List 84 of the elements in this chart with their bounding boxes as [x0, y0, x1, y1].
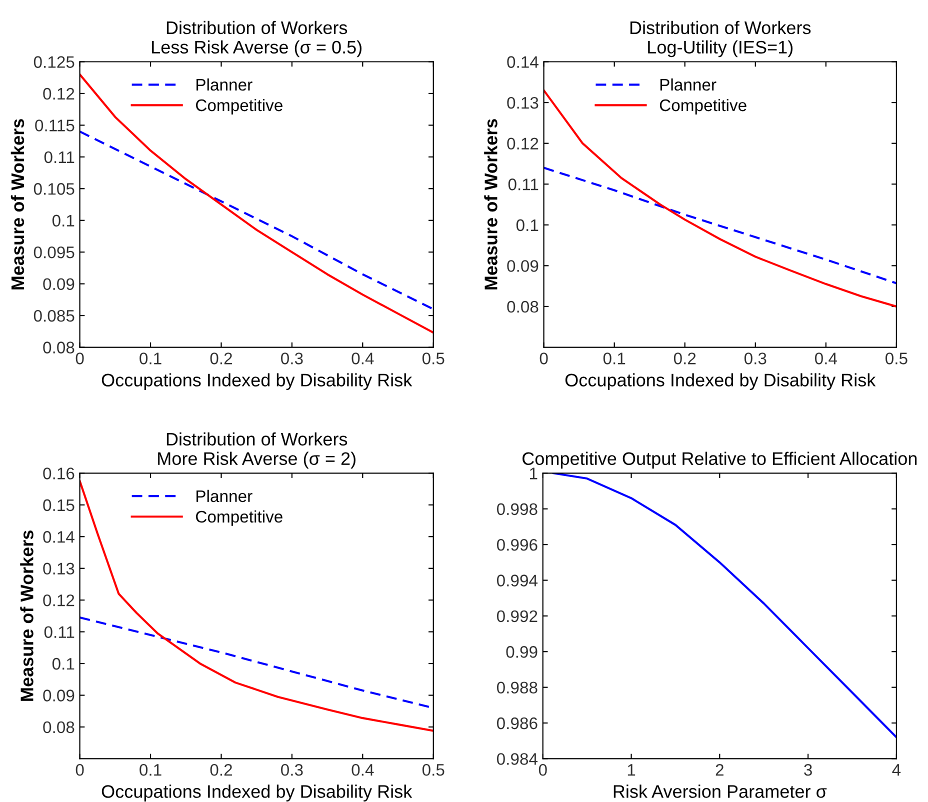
- x-tick-label: 0.5: [886, 352, 908, 364]
- y-axis-title: Measure of Workers: [10, 119, 24, 290]
- y-tick-label: 0.08: [43, 721, 74, 734]
- line-series: [544, 89, 896, 308]
- chart-title: Distribution of Workers: [630, 20, 811, 34]
- y-tick-label: 0.994: [496, 574, 538, 586]
- x-tick-label: 0: [538, 764, 547, 776]
- y-tick-label: 0.986: [496, 717, 538, 730]
- y-tick-label: 0.12: [43, 594, 74, 606]
- x-tick-label: 0.1: [140, 764, 162, 776]
- chart-subtitle: Less Risk Averse (σ = 0.5): [152, 40, 362, 58]
- y-tick-label: 0.115: [35, 120, 74, 132]
- line-series: [552, 473, 896, 738]
- x-tick-label: 3: [804, 764, 812, 776]
- x-tick-label: 2: [716, 764, 724, 776]
- y-tick-label: 0.998: [496, 503, 538, 516]
- y-tick-label: 0.12: [43, 88, 74, 100]
- x-tick-label: 0.5: [422, 352, 444, 364]
- x-tick-label: 0.3: [744, 352, 766, 364]
- y-tick-label: 0.13: [507, 96, 538, 109]
- chart-subtitle: Log-Utility (IES=1): [648, 40, 793, 58]
- y-tick-label: 0.15: [43, 499, 74, 512]
- x-tick-label: 0.3: [281, 352, 303, 364]
- y-tick-label: 0.12: [507, 138, 538, 150]
- y-tick-label: 0.1: [52, 214, 74, 227]
- y-tick-label: 0.988: [496, 682, 538, 694]
- x-axis-title: Occupations Indexed by Disability Risk: [102, 784, 412, 802]
- x-tick-label: 0.2: [210, 352, 232, 364]
- y-tick-label: 0.085: [34, 310, 74, 322]
- x-tick-label: 0.5: [422, 764, 444, 776]
- y-tick-label: 0.99: [506, 646, 538, 658]
- x-tick-label: 0.4: [814, 352, 838, 364]
- x-tick-label: 0: [76, 764, 84, 776]
- y-tick-label: 0.08: [43, 342, 74, 354]
- chart-title: Distribution of Workers: [166, 432, 348, 446]
- y-tick-label: 0.09: [507, 260, 538, 272]
- y-tick-label: 0.105: [34, 183, 74, 195]
- x-tick-label: 0.3: [281, 764, 303, 776]
- x-tick-label: 0.1: [603, 352, 626, 364]
- legend-label: Competitive: [660, 98, 746, 114]
- legend-label: Planner: [660, 78, 716, 91]
- y-tick-label: 0.984: [496, 753, 538, 765]
- x-tick-label: 1: [628, 764, 636, 776]
- legend-label: Competitive: [196, 510, 282, 526]
- x-axis-title: Risk Aversion Parameter σ: [614, 784, 827, 798]
- y-tick-label: 0.1: [516, 219, 538, 232]
- y-tick-label: 1: [530, 468, 538, 480]
- y-tick-label: 0.09: [43, 278, 74, 290]
- legend-label: Competitive: [196, 98, 282, 114]
- x-axis-title: Occupations Indexed by Disability Risk: [102, 373, 412, 390]
- legend-label: Planner: [196, 490, 252, 502]
- x-tick-label: 0: [76, 352, 84, 364]
- y-tick-label: 0.16: [43, 468, 74, 480]
- y-tick-label: 0.08: [507, 300, 538, 313]
- x-tick-label: 0.2: [210, 764, 232, 776]
- x-tick-label: 0.4: [352, 764, 374, 776]
- y-tick-label: 0.996: [496, 538, 538, 551]
- x-tick-label: 0.1: [140, 352, 162, 364]
- y-tick-label: 0.992: [496, 610, 538, 622]
- y-axis-title: Measure of Workers: [484, 119, 498, 290]
- chart-title: Competitive Output Relative to Efficient Allocation: [522, 452, 917, 469]
- x-tick-label: 0.4: [352, 352, 374, 364]
- legend-label: Planner: [196, 78, 252, 91]
- y-tick-label: 0.125: [34, 56, 74, 68]
- y-tick-label: 0.14: [43, 531, 74, 543]
- x-tick-label: 0.2: [674, 352, 696, 364]
- y-tick-label: 0.14: [507, 56, 538, 68]
- line-series: [544, 166, 896, 284]
- y-tick-label: 0.11: [44, 626, 74, 638]
- line-series: [80, 73, 434, 334]
- y-tick-label: 0.1: [52, 658, 74, 670]
- y-tick-label: 0.13: [43, 562, 74, 575]
- y-tick-label: 0.11: [44, 151, 74, 164]
- y-tick-label: 0.11: [508, 178, 538, 190]
- chart-title: Distribution of Workers: [166, 20, 348, 34]
- x-tick-label: 4: [892, 764, 901, 776]
- x-tick-label: 0: [540, 352, 548, 364]
- y-tick-label: 0.09: [43, 690, 74, 702]
- chart-subtitle: More Risk Averse (σ = 2): [158, 452, 356, 469]
- line-series: [80, 480, 434, 732]
- line-series: [80, 130, 434, 310]
- y-axis-title: Measure of Workers: [20, 530, 34, 701]
- y-tick-label: 0.095: [34, 246, 74, 258]
- x-axis-title: Occupations Indexed by Disability Risk: [565, 373, 876, 390]
